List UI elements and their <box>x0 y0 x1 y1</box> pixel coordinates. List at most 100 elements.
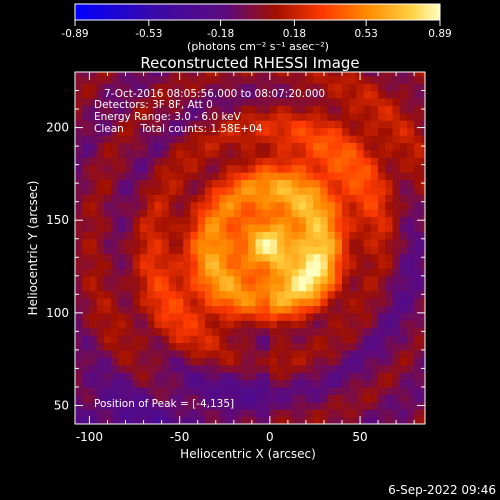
heatmap-cell <box>320 275 329 284</box>
heatmap-cell <box>255 275 264 284</box>
heatmap-cell <box>233 149 242 158</box>
heatmap-cell <box>363 186 372 195</box>
heatmap-cell <box>125 312 134 321</box>
heatmap-cell <box>406 268 415 277</box>
heatmap-cell <box>363 179 372 188</box>
heatmap-cell <box>269 179 278 188</box>
heatmap-cell <box>255 97 264 106</box>
heatmap-cell <box>219 105 228 114</box>
heatmap-cell <box>161 164 170 173</box>
heatmap-cell <box>342 357 350 366</box>
heatmap-cell <box>82 349 91 358</box>
heatmap-cell <box>219 409 228 418</box>
heatmap-cell <box>291 401 300 410</box>
heatmap-cell <box>305 231 314 240</box>
heatmap-cell <box>421 186 425 195</box>
heatmap-cell <box>399 409 408 418</box>
heatmap-cell <box>406 394 415 403</box>
heatmap-cell <box>327 97 336 106</box>
heatmap-cell <box>284 83 293 92</box>
heatmap-cell <box>255 283 264 292</box>
heatmap-cell <box>349 209 358 218</box>
heatmap-cell <box>154 401 163 410</box>
heatmap-cell <box>154 253 163 262</box>
heatmap-cell <box>139 83 148 92</box>
heatmap-cell <box>349 157 358 166</box>
heatmap-cell <box>298 379 307 388</box>
heatmap-cell <box>392 283 401 292</box>
heatmap-cell <box>277 149 285 158</box>
heatmap-cell <box>262 186 271 195</box>
heatmap-cell <box>320 201 329 210</box>
heatmap-cell <box>219 238 228 247</box>
heatmap-cell <box>161 327 170 336</box>
heatmap-cell <box>168 335 177 344</box>
heatmap-cell <box>190 364 199 373</box>
heatmap-cell <box>168 90 177 99</box>
heatmap-cell <box>118 238 127 247</box>
heatmap-cell <box>125 231 134 240</box>
heatmap-cell <box>370 134 379 143</box>
heatmap-cell <box>363 290 372 299</box>
heatmap-cell <box>284 305 293 314</box>
heatmap-cell <box>219 231 228 240</box>
heatmap-cell <box>176 379 184 388</box>
heatmap-cell <box>385 342 394 351</box>
heatmap-cell <box>255 349 264 358</box>
heatmap-cell <box>103 179 112 188</box>
heatmap-cell <box>385 401 394 410</box>
heatmap-cell <box>320 164 329 173</box>
heatmap-cell <box>262 327 271 336</box>
heatmap-cell <box>125 379 134 388</box>
heatmap-cell <box>118 327 127 336</box>
heatmap-cell <box>125 298 134 307</box>
heatmap-cell <box>176 90 184 99</box>
heatmap-cell <box>406 127 415 136</box>
heatmap-cell <box>103 164 112 173</box>
heatmap-cell <box>327 112 336 121</box>
heatmap-cell <box>89 127 98 136</box>
heatmap-cell <box>421 357 425 366</box>
heatmap-cell <box>363 416 372 424</box>
heatmap-cell <box>154 260 163 269</box>
heatmap-cell <box>255 342 264 351</box>
heatmap-cell <box>118 90 127 99</box>
heatmap-cell <box>183 290 192 299</box>
heatmap-cell <box>320 312 329 321</box>
heatmap-cell <box>118 75 127 84</box>
heatmap-cell <box>233 246 242 255</box>
heatmap-cell <box>378 75 386 84</box>
heatmap-cell <box>212 127 220 136</box>
heatmap-cell <box>82 149 91 158</box>
heatmap-cell <box>414 379 422 388</box>
heatmap-cell <box>305 149 314 158</box>
heatmap-cell <box>334 283 343 292</box>
heatmap-cell <box>269 75 278 84</box>
heatmap-cell <box>103 372 112 381</box>
heatmap-cell <box>75 209 83 218</box>
heatmap-cell <box>82 327 91 336</box>
heatmap-cell <box>320 409 329 418</box>
heatmap-cell <box>385 83 394 92</box>
heatmap-cell <box>204 298 213 307</box>
heatmap-cell <box>233 172 242 181</box>
heatmap-cell <box>233 238 242 247</box>
heatmap-cell <box>255 149 264 158</box>
heatmap-cell <box>320 386 329 395</box>
heatmap-cell <box>154 379 163 388</box>
heatmap-cell <box>82 179 91 188</box>
heatmap-cell <box>363 357 372 366</box>
heatmap-cell <box>125 112 134 121</box>
heatmap-cell <box>363 305 372 314</box>
heatmap-cell <box>147 246 155 255</box>
heatmap-cell <box>154 312 163 321</box>
heatmap-cell <box>204 335 213 344</box>
heatmap-cell <box>327 320 336 329</box>
heatmap-cell <box>82 120 91 129</box>
heatmap-cell <box>320 290 329 299</box>
heatmap-cell <box>291 186 300 195</box>
heatmap-cell <box>168 260 177 269</box>
heatmap-cell <box>212 283 220 292</box>
heatmap-cell <box>421 298 425 307</box>
heatmap-cell <box>277 394 285 403</box>
